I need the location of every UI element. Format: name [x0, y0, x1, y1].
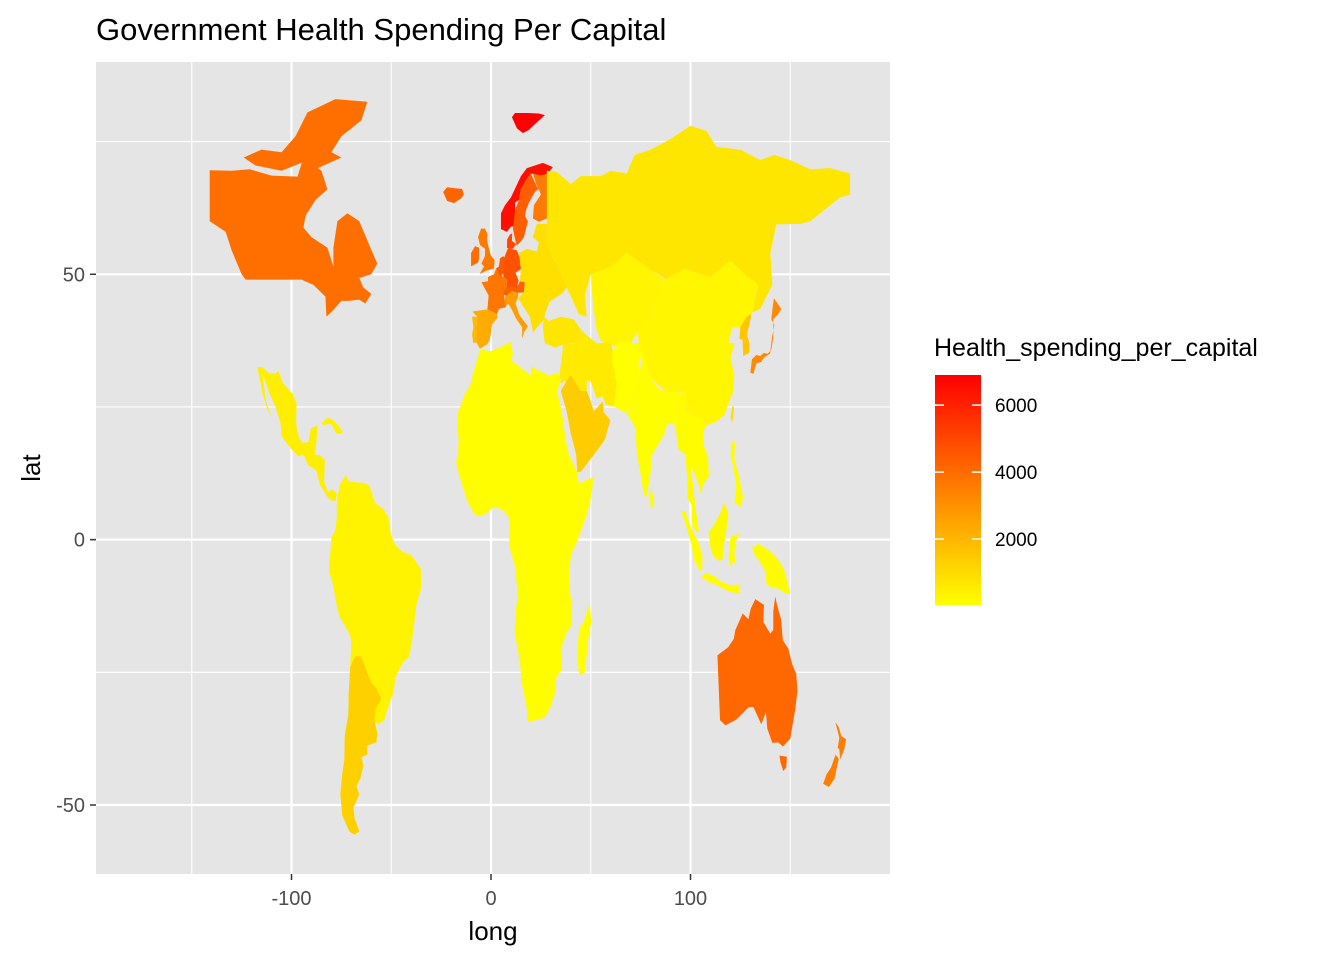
- region-australia: [717, 596, 798, 747]
- region-kazakhstan-central-asia: [590, 253, 665, 346]
- region-sri-lanka: [650, 487, 655, 508]
- region-borneo: [708, 502, 729, 561]
- legend-ticks: 2000 4000 6000: [935, 396, 1037, 551]
- legend-break-label: 4000: [995, 463, 1037, 484]
- region-mexico-central-america: [257, 367, 337, 501]
- region-southern-cone: [340, 656, 382, 835]
- region-italy: [504, 291, 528, 338]
- region-taiwan: [730, 405, 735, 423]
- x-tick-label: 0: [485, 888, 496, 910]
- chart-title: Government Health Spending Per Capital: [96, 12, 666, 47]
- region-turkey: [542, 316, 581, 348]
- region-iceland: [443, 187, 464, 204]
- region-canadian-arctic-archipelago: [243, 99, 368, 171]
- region-new-zealand-south: [823, 754, 839, 787]
- x-tick-label: -100: [271, 888, 311, 910]
- region-caribbean-cuba: [321, 417, 343, 435]
- region-java-lesser-sunda: [701, 573, 741, 594]
- region-philippines: [730, 441, 743, 508]
- region-svalbard: [511, 112, 545, 134]
- region-united-kingdom: [478, 228, 495, 275]
- region-korea: [739, 314, 752, 357]
- y-tick-label: 0: [74, 530, 85, 552]
- legend-title: Health_spending_per_capital: [934, 334, 1258, 362]
- x-axis-title: long: [468, 916, 517, 946]
- region-arabian-peninsula: [560, 375, 611, 473]
- region-russia: [546, 125, 851, 317]
- y-axis-title: lat: [16, 453, 46, 481]
- y-tick-label: -50: [56, 795, 85, 817]
- region-afghanistan-pakistan: [611, 340, 643, 414]
- region-spain: [472, 309, 498, 349]
- region-india-south-asia: [627, 350, 680, 498]
- region-southeast-asia-mainland: [675, 391, 709, 533]
- region-france: [481, 268, 508, 315]
- region-netherlands-belgium: [495, 256, 506, 277]
- region-portugal: [472, 316, 478, 344]
- region-new-zealand-north: [835, 722, 847, 760]
- region-canada: [209, 157, 378, 317]
- legend-colorbar: [935, 375, 981, 605]
- region-china-mongolia: [637, 260, 759, 426]
- region-norway: [500, 162, 553, 232]
- region-japan: [750, 298, 782, 375]
- region-africa: [456, 342, 593, 722]
- region-middle-east-iran: [559, 328, 617, 407]
- region-ireland: [471, 246, 480, 267]
- y-tick-label: 50: [63, 264, 85, 286]
- region-switzerland-austria: [502, 281, 525, 297]
- country-regions: [209, 99, 851, 835]
- region-denmark: [506, 233, 517, 249]
- color-legend: Health_spending_per_capital 2000 4000 6000: [934, 334, 1258, 605]
- legend-break-label: 6000: [995, 396, 1037, 417]
- region-finland: [532, 173, 551, 222]
- region-central-eastern-europe: [518, 223, 567, 333]
- x-tick-label: 100: [674, 888, 707, 910]
- legend-break-label: 2000: [995, 530, 1037, 551]
- y-axis-ticks: -50 0 50: [56, 264, 96, 817]
- region-tasmania: [779, 755, 787, 772]
- region-new-guinea: [752, 543, 791, 595]
- region-germany: [502, 248, 521, 289]
- region-sweden: [512, 173, 538, 246]
- region-sumatra: [681, 510, 703, 571]
- region-madagascar: [577, 603, 592, 676]
- x-axis-ticks: -100 0 100: [271, 874, 707, 910]
- region-sulawesi: [728, 532, 741, 569]
